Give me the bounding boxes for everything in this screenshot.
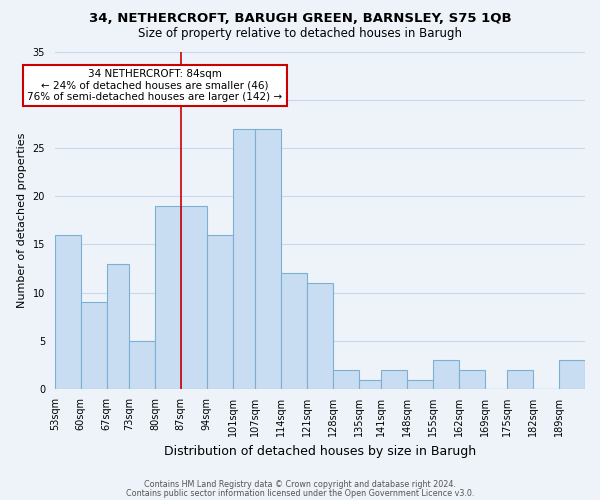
Bar — [433, 360, 459, 389]
Text: Contains HM Land Registry data © Crown copyright and database right 2024.: Contains HM Land Registry data © Crown c… — [144, 480, 456, 489]
Bar — [233, 128, 255, 389]
Bar — [255, 128, 281, 389]
Bar — [55, 235, 81, 389]
Text: 34 NETHERCROFT: 84sqm
← 24% of detached houses are smaller (46)
76% of semi-deta: 34 NETHERCROFT: 84sqm ← 24% of detached … — [28, 69, 283, 102]
Bar — [307, 283, 333, 389]
Bar — [407, 380, 433, 389]
Bar — [107, 264, 129, 389]
Text: Contains public sector information licensed under the Open Government Licence v3: Contains public sector information licen… — [126, 488, 474, 498]
Bar — [559, 360, 585, 389]
Bar — [129, 341, 155, 389]
Bar — [281, 274, 307, 389]
X-axis label: Distribution of detached houses by size in Barugh: Distribution of detached houses by size … — [164, 444, 476, 458]
Bar — [181, 206, 207, 389]
Bar — [207, 235, 233, 389]
Bar — [81, 302, 107, 389]
Bar — [155, 206, 181, 389]
Bar — [333, 370, 359, 389]
Text: 34, NETHERCROFT, BARUGH GREEN, BARNSLEY, S75 1QB: 34, NETHERCROFT, BARUGH GREEN, BARNSLEY,… — [89, 12, 511, 26]
Bar — [507, 370, 533, 389]
Bar — [381, 370, 407, 389]
Bar — [359, 380, 381, 389]
Y-axis label: Number of detached properties: Number of detached properties — [17, 132, 27, 308]
Text: Size of property relative to detached houses in Barugh: Size of property relative to detached ho… — [138, 28, 462, 40]
Bar — [459, 370, 485, 389]
